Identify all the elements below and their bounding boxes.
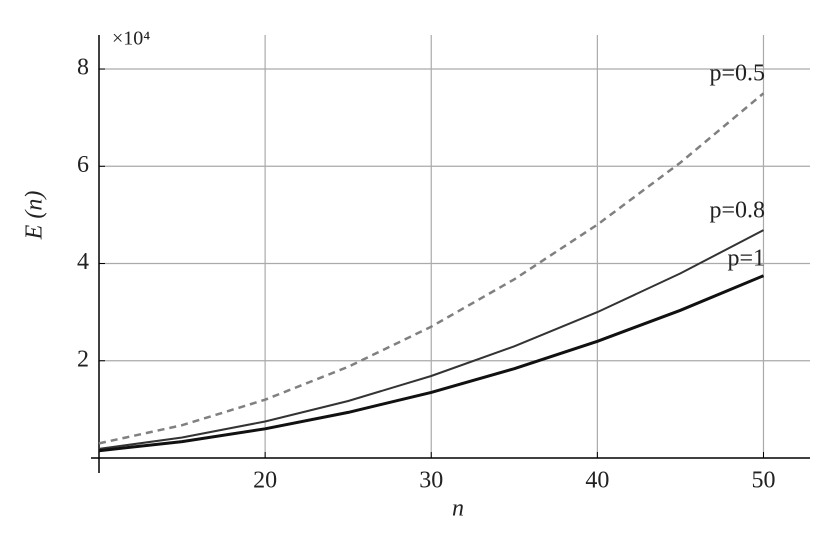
y-tick-label: 2 (77, 346, 89, 372)
series-label: p=0.5 (709, 61, 765, 87)
y-tick-label: 6 (77, 152, 89, 178)
series-label: p=0.8 (709, 198, 765, 224)
x-tick-label: 50 (751, 468, 775, 494)
series-line (98, 229, 764, 450)
x-tick-label: 40 (585, 468, 609, 494)
series-label: p=1 (727, 246, 765, 272)
y-tick-label: 8 (77, 55, 89, 81)
series-line (98, 274, 765, 453)
x-tick-label: 20 (253, 468, 277, 494)
x-axis-label: n (452, 496, 464, 522)
series-line (98, 92, 765, 445)
x-tick-label: 30 (419, 468, 443, 494)
y-multiplier: ×10⁴ (112, 28, 150, 50)
y-axis-label: E (n) (22, 191, 48, 241)
y-tick-label: 4 (77, 249, 89, 275)
